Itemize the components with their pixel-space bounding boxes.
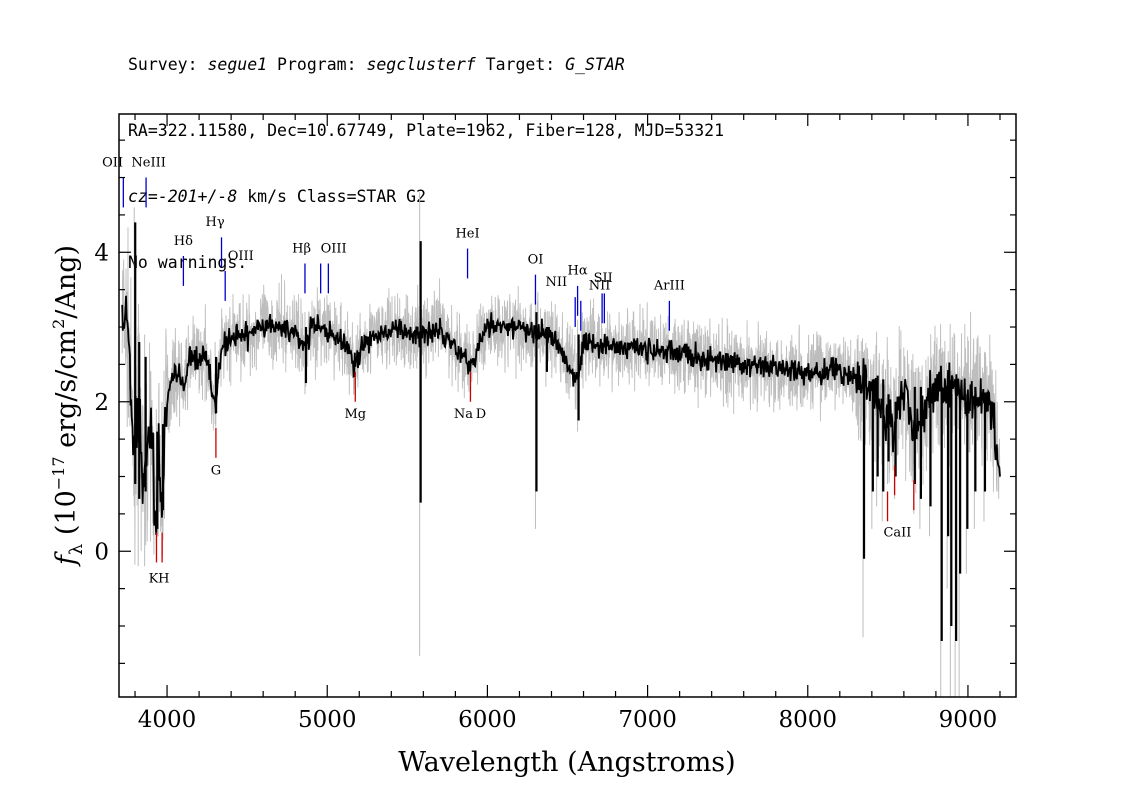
survey-label: Survey: — [128, 55, 208, 74]
flux-spectrum-line — [121, 295, 1001, 535]
absorption-label-0: K — [149, 572, 159, 587]
flux-series — [121, 222, 1001, 641]
x-tick-label-5: 9000 — [939, 707, 998, 733]
y-axis-post: /Ang) — [51, 245, 82, 319]
x-axis-title: Wavelength (Angstroms) — [398, 747, 735, 778]
emission-label-2: Hδ — [174, 234, 193, 249]
absorption-label-5: D — [476, 407, 486, 422]
axis-ticks: 4000 5000 6000 7000 8000 9000 0 2 4 — [94, 114, 1016, 733]
header-line-coords: RA=322.11580, Dec=10.67749, Plate=1962, … — [128, 121, 725, 140]
x-tick-label-0: 4000 — [138, 707, 197, 733]
header-line-redshift: cz=-201+/-8 km/s Class=STAR G2 — [128, 186, 724, 208]
y-axis-exp2: 2 — [49, 319, 68, 329]
cz-label: cz= — [128, 187, 158, 206]
emission-label-13: ArIII — [653, 279, 685, 294]
survey-value: segue1 — [207, 55, 268, 74]
program-value: segclusterf — [366, 55, 476, 74]
y-axis-mid: erg/s/cm — [51, 329, 82, 457]
target-value: G_STAR — [565, 55, 625, 74]
plot-frame — [118, 113, 1017, 698]
emission-label-4: OIII — [228, 249, 254, 264]
emission-label-5: Hβ — [292, 241, 311, 256]
y-axis-f: f — [51, 551, 82, 567]
emission-label-11: NII — [589, 279, 611, 294]
absorption-label-2: G — [211, 463, 221, 478]
y-tick-label-1: 2 — [94, 390, 109, 416]
target-label: Target: — [475, 55, 566, 74]
absorption-label-4: Na — [454, 407, 473, 422]
cz-unit-class: km/s Class=STAR G2 — [237, 187, 427, 206]
emission-label-6: OIII — [321, 241, 347, 256]
absorption-label-1: H — [158, 572, 169, 587]
y-axis-title: fλ (10−17 erg/s/cm2/Ang) — [49, 245, 87, 567]
emission-label-7: HeI — [455, 226, 479, 241]
y-axis-pre: (10 — [51, 490, 82, 543]
emission-label-1: NeIII — [131, 155, 165, 170]
absorption-label-3: Mg — [344, 407, 366, 422]
error-band — [121, 192, 1001, 697]
header-line-warnings: No warnings. — [128, 253, 248, 272]
x-tick-label-1: 5000 — [298, 707, 357, 733]
y-tick-label-2: 4 — [94, 240, 109, 266]
program-label: Program: — [267, 55, 367, 74]
emission-label-10: Hα — [568, 264, 588, 279]
x-tick-label-2: 6000 — [458, 707, 517, 733]
spectrum-header: Survey: segue1 Program: segclusterf Targ… — [128, 10, 724, 296]
y-axis-lambda: λ — [66, 544, 87, 555]
emission-label-3: Hγ — [206, 215, 225, 230]
emission-label-9: NII — [545, 275, 567, 290]
emission-label-0: OII — [102, 155, 123, 170]
emission-label-8: OI — [528, 252, 544, 267]
y-tick-label-0: 0 — [94, 539, 109, 565]
x-tick-label-4: 8000 — [778, 707, 837, 733]
absorption-label-6: CaII — [883, 525, 911, 540]
cz-value: -201+/-8 — [157, 187, 238, 206]
emission-label-12: SII — [594, 271, 613, 286]
x-tick-label-3: 7000 — [618, 707, 677, 733]
y-axis-exp: −17 — [49, 456, 68, 490]
header-line-survey: Survey: segue1 Program: segclusterf Targ… — [128, 54, 724, 76]
